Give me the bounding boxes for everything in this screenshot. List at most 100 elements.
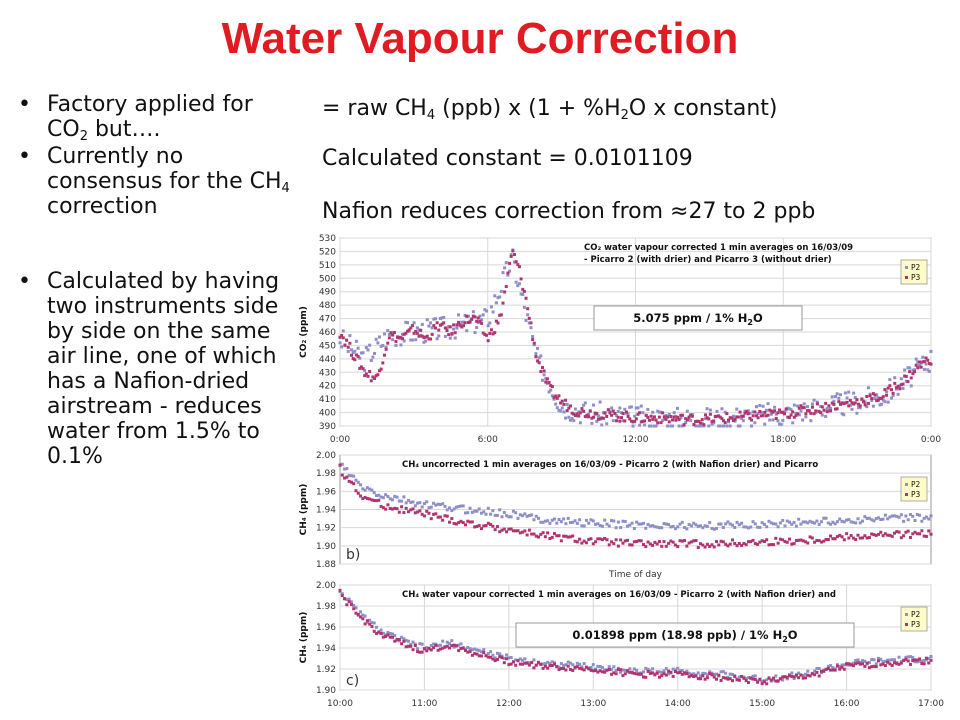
data-point	[530, 513, 534, 517]
data-point	[902, 519, 906, 523]
data-point	[522, 289, 526, 293]
data-point	[888, 662, 892, 666]
data-point	[612, 671, 616, 675]
legend-label: P3	[911, 620, 921, 629]
data-point	[728, 416, 732, 420]
data-point	[781, 518, 785, 522]
data-point	[842, 667, 846, 671]
data-point	[806, 405, 810, 409]
data-point	[634, 406, 638, 410]
data-point	[596, 522, 600, 526]
data-point	[830, 395, 834, 399]
data-point	[424, 335, 428, 339]
data-point	[820, 413, 824, 417]
data-point	[534, 352, 538, 356]
data-point	[774, 679, 778, 683]
data-point	[338, 588, 342, 592]
data-point	[415, 326, 419, 330]
data-point	[506, 271, 510, 275]
data-point	[571, 520, 575, 524]
data-point	[773, 409, 777, 413]
data-point	[532, 666, 536, 670]
data-point	[914, 363, 918, 367]
data-point	[479, 527, 483, 531]
data-point	[491, 509, 495, 513]
data-point	[913, 518, 917, 522]
data-point	[523, 657, 527, 661]
data-point	[552, 662, 556, 666]
data-point	[621, 519, 625, 523]
data-point	[699, 674, 703, 678]
data-point	[628, 405, 632, 409]
data-point	[710, 673, 714, 677]
data-point	[575, 521, 579, 525]
data-point	[593, 411, 597, 415]
data-point	[801, 406, 805, 410]
data-point	[347, 597, 351, 601]
data-point	[733, 417, 737, 421]
data-point	[368, 618, 372, 622]
data-point	[631, 424, 635, 428]
data-point	[377, 498, 381, 502]
data-point	[655, 525, 659, 529]
data-point	[503, 266, 507, 270]
data-point	[598, 524, 602, 528]
data-point	[471, 310, 475, 314]
data-point	[898, 384, 902, 388]
data-point	[694, 420, 698, 424]
data-point	[792, 520, 796, 524]
data-point	[405, 329, 409, 333]
data-point	[595, 411, 599, 415]
data-point	[906, 655, 910, 659]
data-point	[560, 406, 564, 410]
data-point	[872, 658, 876, 662]
data-point	[657, 526, 661, 530]
data-point	[842, 413, 846, 417]
data-point	[361, 367, 365, 371]
data-point	[366, 374, 370, 378]
data-point	[610, 540, 614, 544]
data-point	[644, 526, 648, 530]
data-point	[886, 533, 890, 537]
data-point	[422, 502, 426, 506]
data-point	[591, 663, 595, 667]
x-tick-label: 18:00	[770, 435, 796, 445]
data-point	[719, 670, 723, 674]
data-point	[801, 418, 805, 422]
data-point	[578, 666, 582, 670]
data-point	[477, 507, 481, 511]
data-point	[888, 384, 892, 388]
data-point	[447, 333, 451, 337]
data-point	[648, 542, 652, 546]
data-point	[370, 624, 374, 628]
data-point	[616, 410, 620, 414]
data-point	[899, 536, 903, 540]
data-point	[653, 525, 657, 529]
data-point	[485, 309, 489, 313]
data-point	[500, 656, 504, 660]
data-point	[792, 675, 796, 679]
data-point	[448, 336, 452, 340]
data-point	[893, 381, 897, 385]
data-point	[756, 416, 760, 420]
data-point	[448, 520, 452, 524]
data-point	[644, 666, 648, 670]
data-point	[753, 522, 757, 526]
data-point	[687, 671, 691, 675]
data-point	[708, 544, 712, 548]
data-point	[927, 661, 931, 665]
data-point	[402, 511, 406, 515]
data-point	[760, 682, 764, 686]
data-point	[727, 418, 731, 422]
data-point	[413, 504, 417, 508]
data-point	[502, 656, 506, 660]
data-point	[917, 364, 921, 368]
data-point	[517, 282, 521, 286]
data-point	[673, 543, 677, 547]
data-point	[708, 670, 712, 674]
data-point	[669, 525, 673, 529]
data-point	[635, 672, 639, 676]
bullet-item: • Currently no consensus for the CH4 corr…	[10, 144, 295, 219]
